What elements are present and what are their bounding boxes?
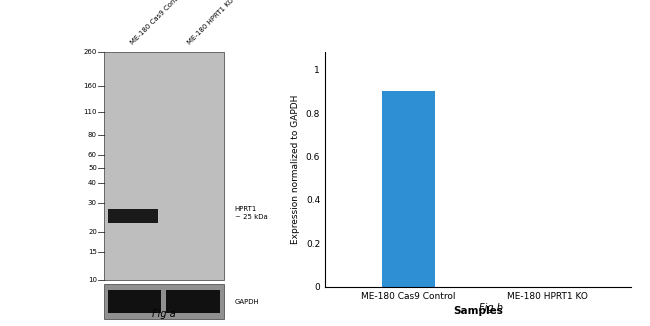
Bar [166, 290, 220, 313]
Text: 260: 260 [84, 49, 97, 55]
Text: 30: 30 [88, 200, 97, 206]
Text: 15: 15 [88, 249, 97, 255]
Text: 160: 160 [83, 83, 97, 89]
Text: 10: 10 [88, 277, 97, 283]
Text: 40: 40 [88, 180, 97, 186]
Text: 60: 60 [88, 152, 97, 158]
Bar [104, 284, 224, 319]
Y-axis label: Expression normalized to GAPDH: Expression normalized to GAPDH [291, 95, 300, 244]
Bar [108, 290, 161, 313]
Text: GAPDH: GAPDH [235, 299, 259, 304]
X-axis label: Samples: Samples [453, 306, 502, 316]
Text: 80: 80 [88, 132, 97, 138]
Text: 20: 20 [88, 229, 97, 235]
Text: ME-180 HPRT1 KO: ME-180 HPRT1 KO [186, 0, 235, 46]
Bar [108, 209, 159, 223]
Text: ME-180 Cas9 Control: ME-180 Cas9 Control [129, 0, 185, 46]
Bar [104, 52, 224, 280]
Text: 110: 110 [83, 110, 97, 115]
Text: Fig a: Fig a [152, 309, 176, 319]
Text: 50: 50 [88, 165, 97, 170]
Text: Fig b: Fig b [479, 303, 502, 313]
Text: HPRT1
~ 25 kDa: HPRT1 ~ 25 kDa [235, 206, 268, 220]
Bar [382, 91, 435, 287]
